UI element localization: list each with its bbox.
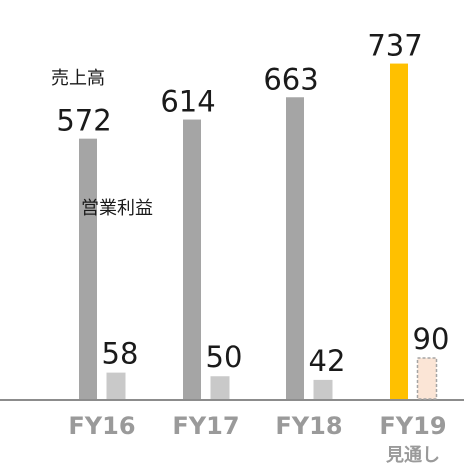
- bar-sales-fy19: [390, 63, 408, 399]
- data-label-sales-fy16: 572: [56, 104, 111, 138]
- series-label-profit: 営業利益: [81, 198, 153, 219]
- bar-sales-fy17: [183, 119, 201, 400]
- series-label-sales: 売上高: [51, 68, 105, 89]
- data-label-profit-fy16: 58: [102, 337, 139, 371]
- bar-sales-fy18: [286, 97, 304, 399]
- data-label-profit-fy18: 42: [309, 344, 346, 378]
- x-tick-label-fy17: FY17: [172, 412, 239, 440]
- data-label-sales-fy19: 737: [367, 29, 422, 63]
- bar-sales-fy16: [79, 138, 97, 399]
- x-tick-label-fy19: FY19: [379, 412, 446, 440]
- x-tick-label-fy18: FY18: [275, 412, 342, 440]
- x-tick-label-fy16: FY16: [68, 412, 135, 440]
- x-tick-sublabel-fy19: 見通し: [385, 445, 440, 465]
- bar-profit-fy18: [313, 379, 333, 399]
- bar-profit-fy16: [106, 372, 126, 399]
- data-label-profit-fy19: 90: [413, 322, 450, 356]
- data-label-sales-fy17: 614: [160, 85, 215, 119]
- bar-profit-fy19: [416, 357, 438, 400]
- bar-profit-fy17: [210, 376, 230, 399]
- data-label-sales-fy18: 663: [263, 62, 318, 96]
- data-label-profit-fy17: 50: [206, 340, 243, 374]
